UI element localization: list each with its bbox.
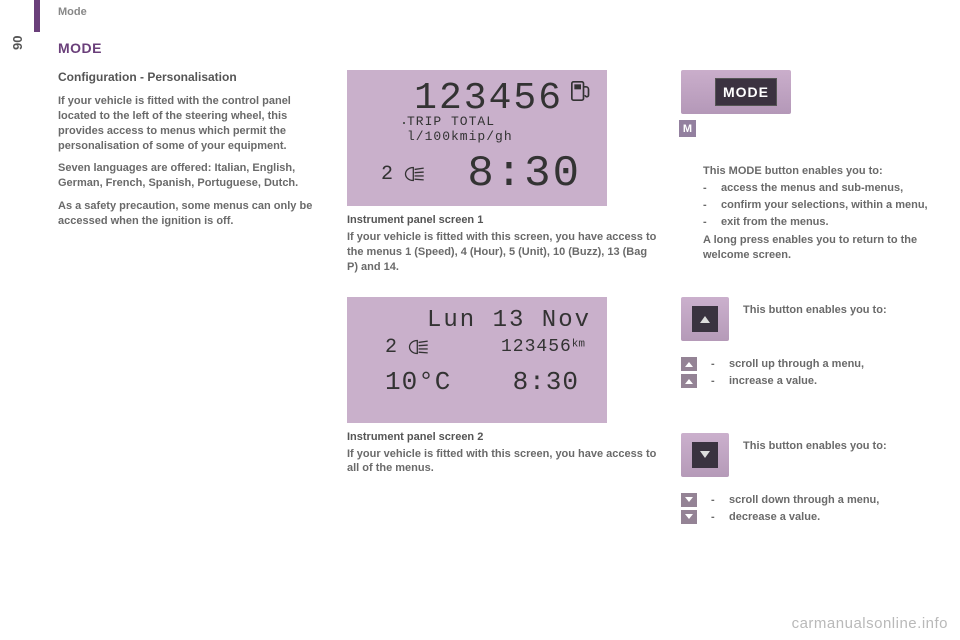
down-item-0: scroll down through a menu,: [729, 493, 879, 508]
section-title: MODE: [58, 40, 102, 56]
mode-tail: A long press enables you to return to th…: [703, 233, 930, 263]
mode-item-2: exit from the menus.: [721, 215, 829, 230]
down-button[interactable]: [681, 433, 729, 477]
lcd2-gear: 2: [385, 336, 397, 359]
lcd2-temp: 10°C: [385, 367, 451, 397]
lcd1-gear-lamp: 2: [381, 163, 425, 186]
up-small-badges: [681, 357, 697, 388]
mode-text: This MODE button enables you to: -access…: [703, 164, 930, 263]
mode-button-label: MODE: [715, 78, 777, 106]
lcd1-caption-title: Instrument panel screen 1: [347, 214, 657, 226]
lcd-screen-2: Lun 13 Nov 2 123456km: [347, 297, 607, 423]
lcd2-date: Lun 13 Nov: [427, 307, 591, 334]
lcd2-odo: 123456: [501, 337, 572, 357]
watermark: carmanualsonline.info: [792, 615, 948, 632]
lcd1-midline-text: TRIP TOTAL l/100kmip/gh: [405, 114, 591, 144]
lcd1-time: 8:30: [467, 152, 581, 196]
lcd2-caption-body: If your vehicle is fitted with this scre…: [347, 447, 657, 477]
up-item-1: increase a value.: [729, 374, 817, 389]
mode-badge: M: [679, 120, 696, 137]
left-column: Configuration - Personalisation If your …: [58, 70, 323, 600]
lcd1-midline: TRIP TOTAL l/100kmip/gh: [363, 114, 591, 144]
arrow-down-badge-icon-2: [681, 510, 697, 524]
right-column: MODE M This MODE button enables you to: …: [681, 70, 930, 600]
arrow-up-badge-icon: [681, 357, 697, 371]
page-number: 90: [10, 36, 25, 50]
arrow-down-badge-icon: [681, 493, 697, 507]
content-columns: Configuration - Personalisation If your …: [58, 70, 930, 600]
mode-lead: This MODE button enables you to:: [703, 164, 930, 179]
lcd1-caption-body: If your vehicle is fitted with this scre…: [347, 230, 657, 275]
up-item-0: scroll up through a menu,: [729, 357, 864, 372]
up-lead: This button enables you to:: [743, 297, 887, 318]
mode-item-0: access the menus and sub-menus,: [721, 181, 903, 196]
fuel-pump-icon: [571, 80, 591, 102]
mode-block: MODE M This MODE button enables you to: …: [681, 70, 930, 263]
mode-button-pad[interactable]: MODE: [681, 70, 791, 114]
lcd1-gear: 2: [381, 163, 393, 186]
config-subhead: Configuration - Personalisation: [58, 70, 323, 84]
left-p1: If your vehicle is fitted with the contr…: [58, 94, 323, 153]
down-item-1: decrease a value.: [729, 510, 820, 525]
down-small-badges: [681, 493, 697, 524]
up-button[interactable]: [681, 297, 729, 341]
headlamp-icon-2: [403, 338, 429, 356]
edge-tab: [34, 0, 40, 32]
lcd2-gear-lamp: 2: [385, 336, 429, 359]
down-lead: This button enables you to:: [743, 433, 887, 454]
left-p3: As a safety precaution, some menus can o…: [58, 199, 323, 229]
down-section: This button enables you to: -scroll down…: [681, 433, 930, 525]
lcd2-time: 8:30: [513, 367, 579, 397]
arrow-up-badge-icon-2: [681, 374, 697, 388]
headlamp-icon: [399, 165, 425, 183]
up-section: This button enables you to: -scroll up t…: [681, 297, 930, 389]
lcd1-odometer: 123456: [414, 80, 563, 118]
lcd2-km: km: [572, 338, 585, 350]
mode-item-1: confirm your selections, within a menu,: [721, 198, 928, 213]
lcd2-caption-title: Instrument panel screen 2: [347, 431, 657, 443]
arrow-up-icon: [700, 316, 710, 323]
header-small: Mode: [58, 6, 87, 18]
arrow-down-icon: [700, 451, 710, 458]
left-p2: Seven languages are offered: Italian, En…: [58, 161, 323, 191]
lcd-screen-1: 123456 TRIP TOTAL l/100kmip/gh 2: [347, 70, 607, 206]
mid-column: 123456 TRIP TOTAL l/100kmip/gh 2: [347, 70, 657, 600]
